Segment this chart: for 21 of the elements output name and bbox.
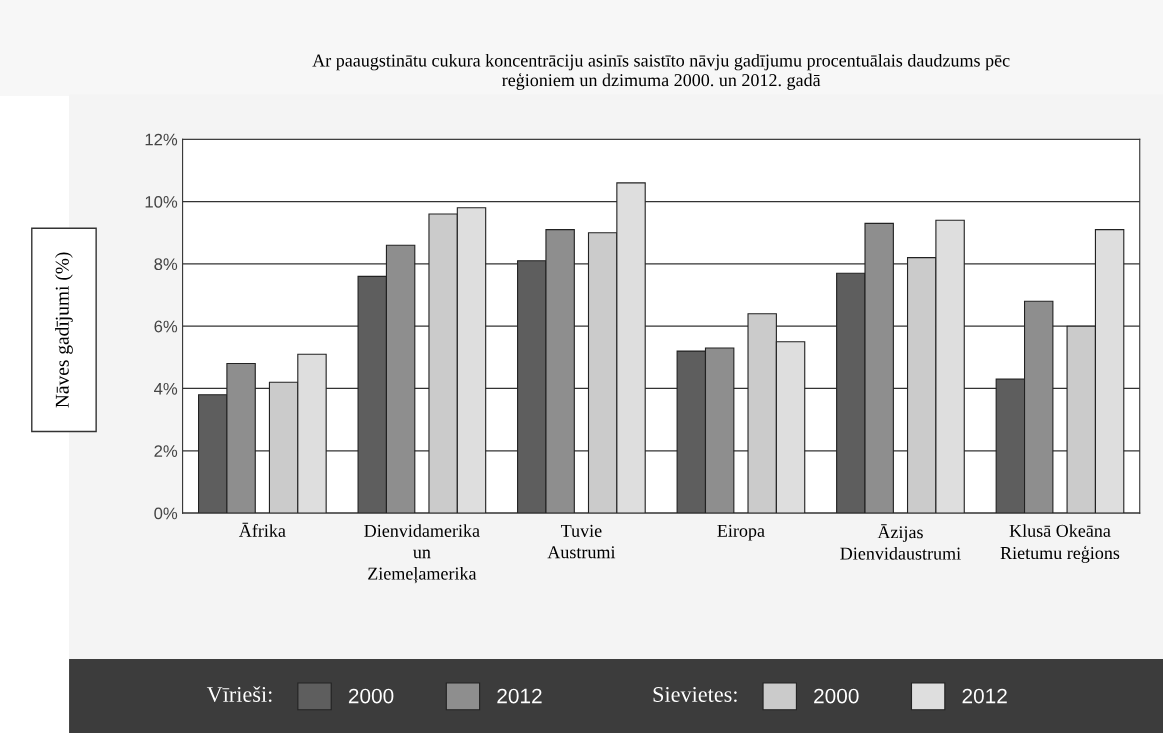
x-tick-label: Tuvie Austrumi — [547, 524, 616, 559]
x-tick-label: Āzijas Dienvidaustrumi — [840, 524, 961, 560]
x-tick-label: Dienvidamerika un Ziemeļamerika — [364, 524, 480, 584]
y-tick-label: 4% — [154, 382, 178, 395]
y-tick-label: 8% — [154, 258, 178, 271]
y-tick-label: 2% — [154, 445, 178, 457]
y-axis-title: Nāves gadījumi (%) — [55, 252, 73, 408]
legend-label: 2000 — [814, 688, 859, 704]
text: Vīrieši: — [206, 686, 272, 703]
y-tick-label: 0% — [154, 507, 178, 520]
chart-title: Ar paaugstinātu cukura koncentrāciju asinīs saistīto nāvju gadījumu procentuālais daudzums pēc reģioniem un dzimuma 2000. un 2012. gadā — [312, 53, 1010, 90]
legend-label: 2000 — [348, 688, 394, 704]
legend-label: 2012 — [962, 688, 1007, 704]
x-tick-label: Klusā Okeāna Rietumu reģions — [1000, 524, 1120, 563]
text: Sievietes: — [653, 686, 737, 703]
legend-label: 2012 — [497, 688, 542, 704]
x-tick-label: Āfrika — [238, 522, 286, 537]
y-tick-label: 6% — [154, 320, 178, 333]
y-tick-label: 10% — [145, 195, 178, 208]
y-tick-label: 12% — [145, 133, 178, 146]
x-tick-label: Eiropa — [717, 524, 765, 541]
